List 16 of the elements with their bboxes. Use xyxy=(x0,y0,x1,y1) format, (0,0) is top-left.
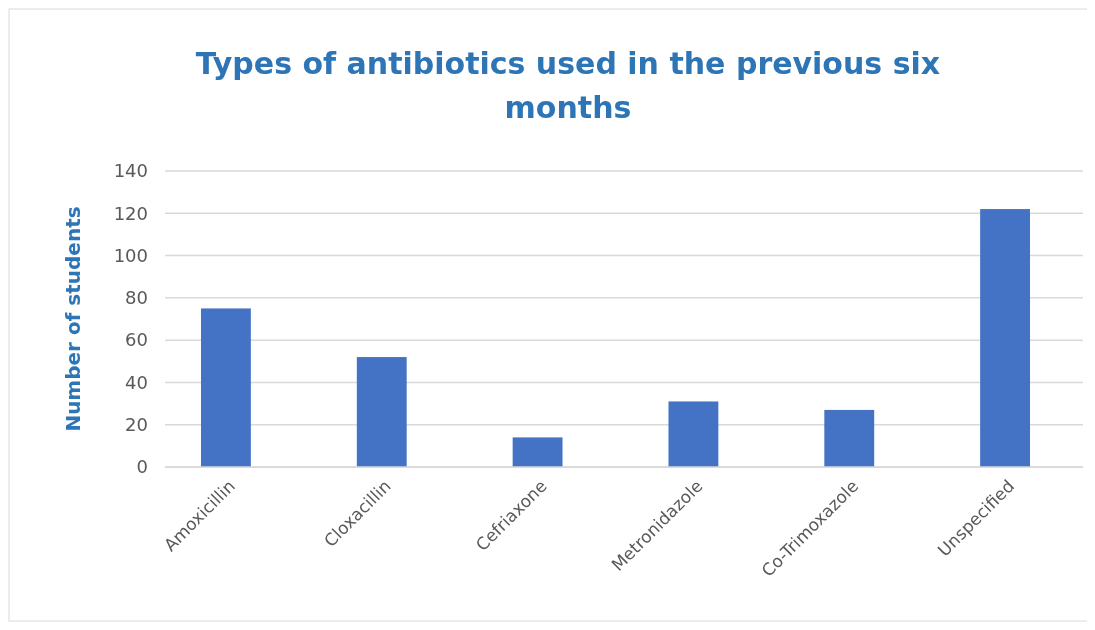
y-tick-label: 0 xyxy=(136,456,148,478)
bar xyxy=(200,308,251,467)
chart-title: Types of antibiotics used in the previous six months xyxy=(195,46,941,125)
y-tick-label: 40 xyxy=(125,371,148,393)
y-tick-label: 60 xyxy=(125,329,148,351)
bar xyxy=(356,357,407,467)
y-tick-label: 80 xyxy=(125,287,148,309)
y-tick-label: 120 xyxy=(113,202,148,224)
bar xyxy=(668,401,719,467)
y-tick-label: 20 xyxy=(125,414,148,436)
y-axis-title: Number of students xyxy=(61,206,85,432)
bar xyxy=(512,437,563,467)
bar xyxy=(980,209,1031,467)
bar xyxy=(824,409,875,467)
y-tick-label: 140 xyxy=(113,160,148,182)
y-tick-label: 100 xyxy=(113,244,148,266)
